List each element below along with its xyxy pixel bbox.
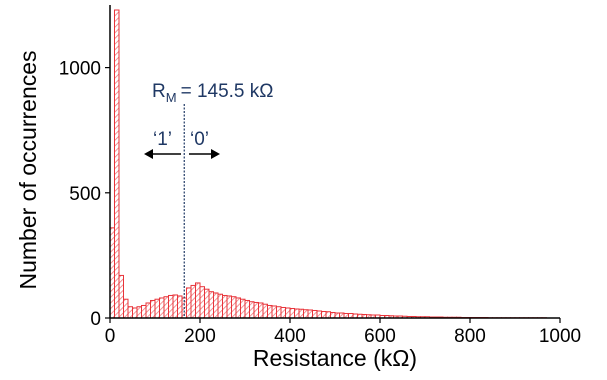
bit-one-label: ‘1’ — [153, 129, 172, 150]
bit-zero-label: ‘0’ — [190, 129, 209, 150]
histogram-bar — [276, 306, 282, 319]
histogram-bar — [330, 311, 336, 319]
threshold-label-prefix: R — [152, 81, 166, 102]
histogram-bar — [231, 296, 237, 319]
histogram-bar — [195, 282, 201, 319]
histogram-bar — [262, 303, 268, 319]
histogram-bar — [213, 292, 219, 319]
histogram-bar — [289, 307, 295, 319]
x-tick-label: 600 — [364, 326, 396, 347]
histogram-bar — [145, 302, 151, 319]
x-tick-label: 0 — [105, 326, 116, 347]
histogram-bar — [307, 309, 313, 319]
y-axis-label: Number of occurrences — [15, 50, 41, 289]
histogram-bar — [141, 304, 147, 319]
histogram-bar — [298, 308, 304, 319]
y-tick-label: 500 — [69, 184, 101, 205]
histogram-bar — [186, 287, 192, 319]
histogram-bar — [316, 310, 322, 319]
histogram-bar — [136, 306, 142, 319]
y-tick-label: 0 — [90, 309, 101, 330]
histogram-bar — [163, 296, 169, 319]
histogram-bar — [222, 294, 228, 319]
histogram-bar — [334, 312, 340, 319]
histogram-bar — [159, 297, 165, 319]
histogram-bar — [285, 307, 291, 319]
x-axis-label: Resistance (kΩ) — [253, 345, 417, 371]
histogram-bar — [235, 297, 241, 319]
axes — [109, 5, 560, 319]
histogram-bar — [244, 299, 250, 319]
histogram-bar — [114, 9, 120, 319]
histogram-bar — [253, 301, 259, 319]
x-tick-label: 400 — [274, 326, 306, 347]
histogram-bar — [267, 304, 273, 319]
histogram-bar — [226, 295, 232, 319]
histogram-bar — [280, 306, 286, 319]
threshold-label-subscript: M — [166, 90, 177, 105]
histogram-bars — [109, 9, 547, 319]
histogram-bar — [208, 291, 214, 319]
right-arrow — [189, 149, 220, 159]
histogram-bar — [312, 309, 318, 319]
ticks: 0 200 400 600 800 1000 0 500 1000 — [59, 59, 581, 347]
histogram-bar — [204, 288, 210, 319]
histogram-bar — [168, 294, 174, 319]
histogram-bar — [172, 294, 178, 319]
histogram-bar — [321, 310, 327, 319]
histogram-bar — [199, 286, 205, 319]
histogram-bar — [325, 311, 331, 319]
histogram-bar — [123, 298, 129, 319]
histogram-bar — [303, 309, 309, 319]
x-tick-label: 200 — [184, 326, 216, 347]
threshold-label-value: = 145.5 kΩ — [181, 81, 274, 102]
left-arrow — [144, 149, 181, 159]
histogram-bar — [132, 307, 138, 319]
threshold-annotation: RM = 145.5 kΩ — [152, 81, 273, 105]
histogram-bar — [127, 306, 133, 319]
histogram-bar — [217, 293, 223, 319]
y-tick-label: 1000 — [59, 59, 101, 80]
histogram-bar — [150, 299, 156, 319]
histogram-bar — [118, 274, 124, 319]
histogram-bar — [294, 308, 300, 319]
histogram-bar — [271, 305, 277, 319]
histogram-bar — [154, 298, 160, 319]
x-tick-label: 800 — [454, 326, 486, 347]
histogram-bar — [177, 295, 183, 319]
x-tick-label: 1000 — [539, 326, 581, 347]
histogram-bar — [249, 301, 255, 319]
histogram-bar — [190, 284, 196, 319]
histogram-bar — [258, 302, 264, 319]
histogram-bar — [339, 312, 345, 319]
histogram-bar — [240, 298, 246, 319]
